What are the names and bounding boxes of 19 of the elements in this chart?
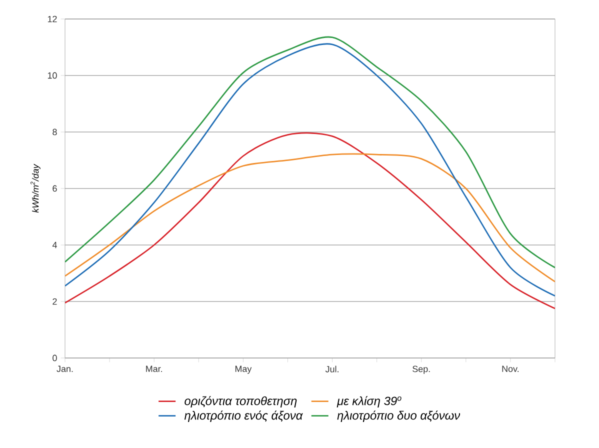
x-tick-label: Jul. <box>325 366 338 372</box>
y-tick-label: 12 <box>48 16 57 22</box>
y-tick-label: 8 <box>52 128 57 136</box>
legend-label: ηλιοτρόπιο ενός άξονα <box>184 410 303 422</box>
y-axis-title: kWh/m$^{2}$/day <box>30 164 40 213</box>
legend-label: ηλιοτρόπιο δυο αξόνων <box>337 410 460 422</box>
x-tick-label: May <box>235 366 252 374</box>
y-tick-label: 2 <box>52 298 57 305</box>
x-tick-label: Jan. <box>56 366 73 372</box>
y-tick-label: 4 <box>52 242 57 248</box>
y-tick-label: 10 <box>48 72 57 79</box>
y-tick-label: 6 <box>52 185 57 192</box>
x-tick-label: Mar. <box>146 366 162 372</box>
y-tick-label: 0 <box>52 354 57 362</box>
x-tick-label: Nov. <box>502 366 519 372</box>
x-tick-label: Sep. <box>412 366 430 374</box>
line-series <box>65 153 556 282</box>
legend-label: οριζόντια τοποθετηση <box>184 396 297 408</box>
legend-label: με κλίση 39$^{o}$ <box>336 396 402 408</box>
